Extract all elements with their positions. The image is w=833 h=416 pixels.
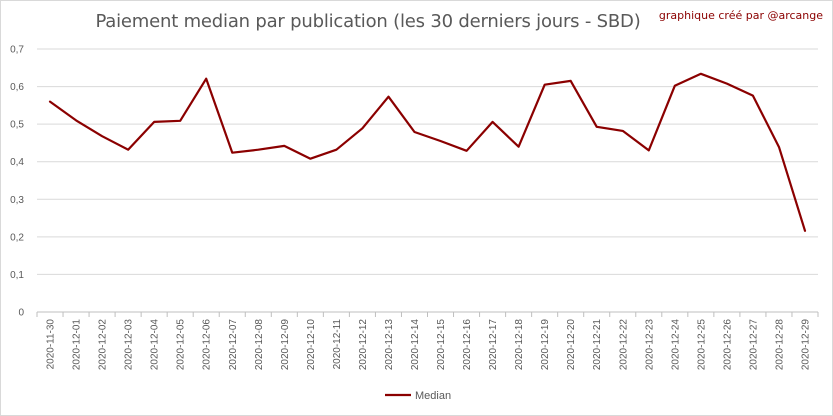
x-tick-label: 2020-12-04 — [150, 319, 161, 371]
x-tick-label: 2020-12-12 — [358, 319, 369, 371]
y-tick-label: 0,3 — [10, 195, 24, 206]
y-tick-label: 0,5 — [10, 120, 24, 131]
x-tick-label: 2020-12-20 — [566, 319, 577, 371]
y-tick-label: 0,1 — [10, 270, 24, 281]
gridlines — [37, 48, 818, 313]
x-tick-label: 2020-12-06 — [202, 319, 213, 371]
x-tick-label: 2020-12-01 — [72, 319, 83, 371]
x-tick-label: 2020-12-13 — [384, 319, 395, 371]
y-axis-ticks: 0 0,1 0,2 0,3 0,4 0,5 0,6 0,7 — [10, 45, 24, 319]
y-tick-label: 0,2 — [10, 232, 24, 243]
y-tick-label: 0,7 — [10, 45, 24, 56]
x-tick-label: 2020-12-11 — [332, 319, 343, 370]
x-tick-label: 2020-12-03 — [124, 319, 135, 371]
x-tick-label: 2020-12-25 — [696, 319, 707, 371]
x-tick-label: 2020-12-14 — [410, 319, 421, 371]
credit-label: graphique créé par @arcange — [658, 9, 823, 22]
y-tick-label: 0,4 — [10, 157, 24, 168]
x-tick-label: 2020-12-18 — [514, 319, 525, 371]
series-line-median — [48, 72, 807, 232]
x-tick-label: 2020-12-28 — [774, 319, 785, 371]
x-tick-label: 2020-12-02 — [98, 319, 109, 371]
x-tick-label: 2020-12-16 — [462, 319, 473, 371]
x-tick-label: 2020-12-23 — [644, 319, 655, 371]
x-tick-label: 2020-12-09 — [280, 319, 291, 371]
x-tick-label: 2020-12-10 — [306, 319, 317, 371]
legend-label: Median — [415, 390, 451, 402]
x-tick-label: 2020-12-26 — [722, 319, 733, 371]
series-layer — [48, 72, 807, 232]
x-tick-label: 2020-12-22 — [618, 319, 629, 371]
y-tick-label: 0,6 — [10, 82, 24, 93]
x-tick-label: 2020-12-05 — [176, 319, 187, 371]
x-axis-ticks: 2020-11-30 2020-12-01 2020-12-02 2020-12-03… — [36, 312, 819, 371]
chart-title: Paiement median par publication (les 30 … — [95, 11, 641, 32]
x-tick-label: 2020-11-30 — [46, 319, 57, 370]
x-tick-label: 2020-12-27 — [748, 319, 759, 371]
x-tick-label: 2020-12-21 — [592, 319, 603, 371]
x-tick-label: 2020-12-15 — [436, 319, 447, 371]
x-tick-label: 2020-12-29 — [800, 319, 811, 371]
y-tick-label: 0 — [18, 308, 24, 319]
x-tick-label: 2020-12-17 — [488, 319, 499, 371]
x-tick-label: 2020-12-24 — [670, 319, 681, 371]
x-tick-label: 2020-12-19 — [540, 319, 551, 371]
x-tick-label: 2020-12-08 — [254, 319, 265, 371]
legend: Median — [385, 390, 451, 402]
x-tick-label: 2020-12-07 — [228, 319, 239, 371]
